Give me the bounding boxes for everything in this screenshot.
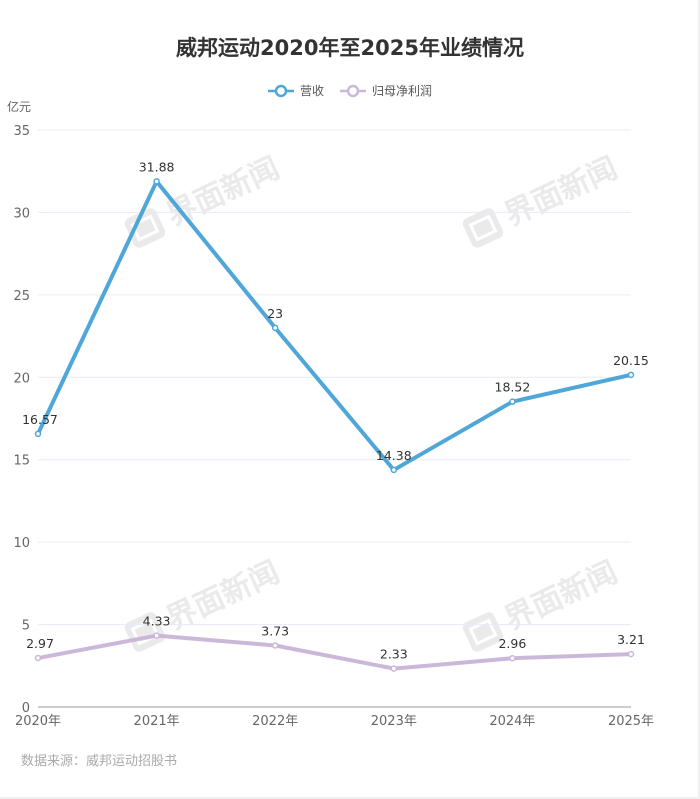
- y-tick-label: 25: [13, 289, 30, 304]
- data-point[interactable]: [271, 324, 279, 332]
- y-tick-label: 20: [13, 371, 30, 386]
- data-label: 2.33: [380, 647, 408, 662]
- legend-item-revenue[interactable]: 营收: [267, 82, 324, 99]
- data-point[interactable]: [509, 654, 516, 662]
- svg-text:界面新闻: 界面新闻: [161, 151, 285, 233]
- data-point[interactable]: [34, 430, 42, 438]
- legend-label: 归母净利润: [372, 84, 433, 98]
- x-tick-label: 2023年: [371, 714, 417, 729]
- x-tick-label: 2022年: [252, 714, 298, 729]
- legend-line-circle-icon: [340, 84, 366, 97]
- series-line: [36, 179, 632, 472]
- data-labels: 16.57 31.88 23 14.38 18.52 20.15 2.97 4.33 3.73 2…: [22, 159, 649, 661]
- legend-label: 营收: [299, 84, 324, 98]
- y-tick-label: 10: [13, 536, 30, 551]
- y-tick-label: 30: [13, 206, 30, 221]
- watermark-logo-icon: 界面新闻: [462, 151, 623, 248]
- data-point[interactable]: [627, 371, 635, 379]
- data-point[interactable]: [390, 665, 398, 672]
- data-point[interactable]: [390, 466, 398, 474]
- x-tick-label: 2024年: [489, 714, 535, 729]
- x-axis-ticks: 2020年 2021年 2022年 2023年 2024年 2025年: [15, 714, 654, 729]
- data-label: 2.96: [498, 636, 526, 651]
- data-label: 3.21: [617, 632, 645, 647]
- series-revenue: [34, 178, 635, 474]
- y-axis-ticks: 0 5 10 15 20 25 30 35: [13, 124, 30, 716]
- x-tick-label: 2020年: [15, 714, 61, 729]
- data-source-note: 数据来源：威邦运动招股书: [21, 754, 178, 769]
- x-tick-label: 2025年: [608, 714, 654, 729]
- watermark-logo-icon: 界面新闻: [462, 555, 623, 652]
- data-point[interactable]: [627, 650, 635, 658]
- chart-title: 威邦运动2020年至2025年业绩情况: [176, 36, 524, 60]
- data-label: 14.38: [376, 448, 412, 463]
- data-point[interactable]: [153, 178, 160, 185]
- data-point[interactable]: [271, 642, 279, 649]
- y-tick-label: 15: [13, 454, 30, 469]
- svg-text:界面新闻: 界面新闻: [499, 151, 623, 233]
- legend-line-circle-icon: [267, 84, 294, 97]
- data-point[interactable]: [509, 398, 516, 405]
- grid-lines: [38, 129, 631, 626]
- y-axis-unit: 亿元: [7, 100, 32, 114]
- legend: 营收 归母净利润: [0, 82, 700, 99]
- data-label: 18.52: [495, 380, 531, 395]
- legend-item-profit[interactable]: 归母净利润: [340, 82, 432, 99]
- data-label: 16.57: [22, 412, 58, 427]
- y-tick-label: 0: [22, 701, 30, 716]
- data-label: 4.33: [143, 614, 171, 629]
- watermark: 界面新闻 界面新闻 界面新闻 界面新闻: [124, 151, 623, 652]
- x-tick-label: 2021年: [134, 714, 180, 729]
- data-point[interactable]: [153, 632, 160, 639]
- series-profit: [34, 632, 635, 672]
- series-lines: [34, 178, 635, 672]
- y-tick-label: 5: [22, 619, 30, 634]
- series-line: [37, 633, 632, 671]
- data-label: 31.88: [139, 159, 175, 174]
- data-label: 20.15: [613, 353, 649, 368]
- data-label: 2.97: [26, 636, 54, 651]
- data-point[interactable]: [34, 654, 42, 662]
- data-label: 23: [267, 306, 283, 321]
- data-label: 3.73: [261, 624, 289, 639]
- y-tick-label: 35: [13, 124, 30, 139]
